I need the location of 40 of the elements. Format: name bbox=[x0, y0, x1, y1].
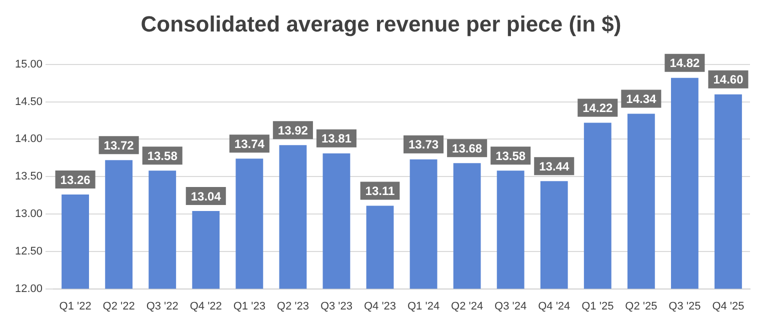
x-tick-label: Q1 '24 bbox=[407, 300, 440, 312]
x-tick-label: Q1 '23 bbox=[233, 300, 266, 312]
data-label: 13.58 bbox=[147, 148, 178, 163]
x-tick-label: Q4 '22 bbox=[190, 300, 222, 312]
x-tick-label: Q3 '24 bbox=[494, 300, 527, 312]
x-tick-label: Q3 '25 bbox=[668, 300, 701, 312]
x-tick-label: Q3 '23 bbox=[320, 300, 353, 312]
x-tick-label: Q4 '24 bbox=[538, 300, 570, 312]
data-label: 13.68 bbox=[452, 141, 482, 156]
y-tick-label: 13.00 bbox=[14, 208, 43, 220]
data-label: 14.60 bbox=[713, 72, 744, 87]
y-tick-label: 14.00 bbox=[14, 133, 43, 146]
data-label: 14.82 bbox=[670, 56, 700, 70]
x-tick-label: Q4 '25 bbox=[712, 300, 744, 312]
x-tick-label: Q2 '25 bbox=[625, 300, 658, 312]
x-tick-label: Q1 '22 bbox=[59, 300, 92, 312]
data-label: 13.26 bbox=[60, 172, 91, 187]
data-label: 13.44 bbox=[539, 159, 570, 174]
x-tick-label: Q2 '24 bbox=[451, 300, 484, 312]
data-label: 13.73 bbox=[408, 138, 439, 152]
x-tick-label: Q4 '23 bbox=[364, 300, 396, 312]
chart-title: Consolidated average revenue per piece (in $) bbox=[140, 11, 622, 36]
y-tick-label: 14.50 bbox=[14, 96, 43, 108]
data-label: 14.34 bbox=[626, 92, 657, 106]
data-label: 13.11 bbox=[365, 184, 396, 198]
y-tick-label: 12.00 bbox=[14, 282, 43, 295]
data-label: 13.58 bbox=[496, 148, 526, 163]
y-tick-label: 15.00 bbox=[14, 58, 43, 70]
x-tick-label: Q2 '23 bbox=[276, 300, 309, 312]
x-tick-label: Q1 '25 bbox=[582, 300, 614, 312]
data-label: 13.04 bbox=[190, 189, 222, 204]
x-tick-label: Q3 '22 bbox=[146, 300, 178, 312]
data-label: 13.81 bbox=[321, 132, 352, 146]
x-tick-label: Q2 '22 bbox=[102, 300, 135, 312]
data-label: 13.74 bbox=[234, 136, 265, 151]
data-label: 13.92 bbox=[278, 123, 308, 138]
y-tick-label: 13.50 bbox=[14, 170, 43, 183]
data-label: 14.22 bbox=[582, 101, 613, 116]
data-label: 13.72 bbox=[104, 138, 134, 152]
y-tick-label: 12.50 bbox=[14, 245, 43, 258]
